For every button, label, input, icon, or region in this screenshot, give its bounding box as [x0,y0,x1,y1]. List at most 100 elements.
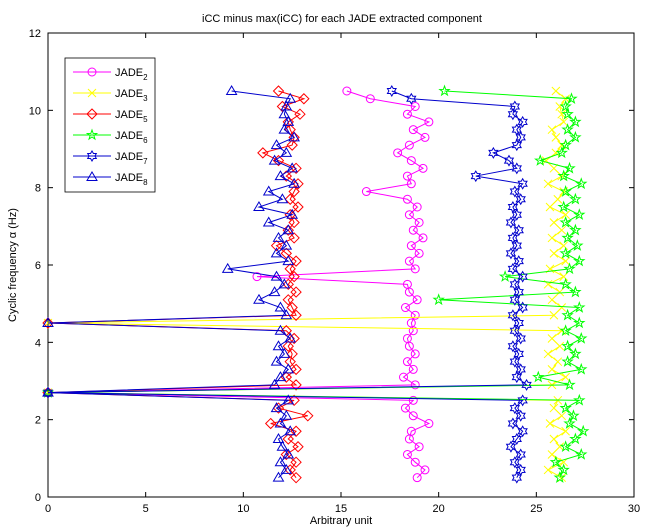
data-point [511,433,522,445]
data-point [517,270,528,283]
data-point [507,231,519,244]
data-point [290,309,302,321]
data-point [288,131,300,142]
x-axis-label: Arbitrary unit [310,515,372,527]
data-point [272,433,285,443]
legend-label-name: JADE [115,88,143,100]
y-axis-label: Cyclic frequency α (Hz) [7,208,19,322]
legend-item: JADE5 [73,108,148,124]
data-point [290,286,302,298]
data-point [274,417,287,428]
data-point [432,293,445,306]
x-tick-label: 30 [628,503,640,515]
data-point [563,161,576,174]
data-point [424,419,434,429]
legend-label-subscript: 3 [143,94,148,103]
data-point [557,109,567,119]
x-tick-label: 0 [45,503,51,515]
x-tick-label: 25 [530,503,542,515]
data-point [559,99,572,112]
data-point [292,441,304,453]
data-point [534,154,547,166]
data-point [278,278,291,289]
data-point [507,108,519,121]
data-point [515,363,526,376]
data-point [365,94,375,104]
data-point [284,263,296,275]
data-point [414,442,424,452]
data-point [408,364,418,374]
data-point [515,332,526,345]
data-point [517,394,528,407]
data-point [509,402,521,415]
legend-label: JADE2 [115,67,148,82]
data-point [342,86,352,96]
data-point [284,332,297,343]
data-point [561,107,574,120]
y-tick-label: 4 [35,337,41,349]
legend-label: JADE8 [115,172,148,187]
data-point [573,254,586,267]
data-point [278,108,291,119]
data-point [284,425,297,436]
data-point [507,262,519,275]
data-point [404,210,414,220]
data-point [292,178,304,190]
data-point [268,378,281,389]
data-point [555,146,568,159]
data-point [402,109,412,119]
series-jade-6 [41,84,590,483]
data-point [505,247,517,260]
data-point [569,347,582,360]
data-point [42,317,54,327]
data-point [418,233,428,243]
data-point [282,115,295,126]
data-point [253,201,265,211]
data-point [278,123,291,134]
data-point [406,179,416,189]
data-point [547,125,557,135]
data-point [274,301,287,312]
data-point [286,208,299,219]
data-point [42,386,54,399]
data-point [404,256,414,266]
data-point [282,224,295,235]
series-layer [41,84,590,484]
x-tick-label: 10 [237,503,249,515]
data-point [406,318,416,328]
data-point [511,123,522,136]
data-point [86,171,98,181]
data-point [517,301,528,314]
data-point [569,223,582,236]
data-point [288,232,300,244]
data-point [414,217,424,227]
data-point [290,379,302,391]
data-point [282,363,295,374]
data-point [410,101,420,111]
x-tick-label: 5 [143,503,149,515]
legend-label-name: JADE [115,67,143,79]
data-point [559,324,572,337]
data-point [272,154,285,167]
data-point [268,154,281,165]
legend-label: JADE5 [115,109,148,124]
data-point [543,349,553,359]
data-point [545,419,555,428]
data-point [410,349,420,359]
data-point [280,247,293,260]
data-point [284,355,296,368]
data-point [557,169,570,182]
data-point [575,447,588,460]
data-point [563,262,576,275]
data-point [276,193,289,204]
data-point [270,270,283,281]
data-point [549,455,563,468]
data-point [386,85,397,97]
data-point [410,457,420,467]
data-point [404,140,414,150]
data-point [569,115,582,128]
data-point [559,440,572,453]
data-point [513,347,524,360]
